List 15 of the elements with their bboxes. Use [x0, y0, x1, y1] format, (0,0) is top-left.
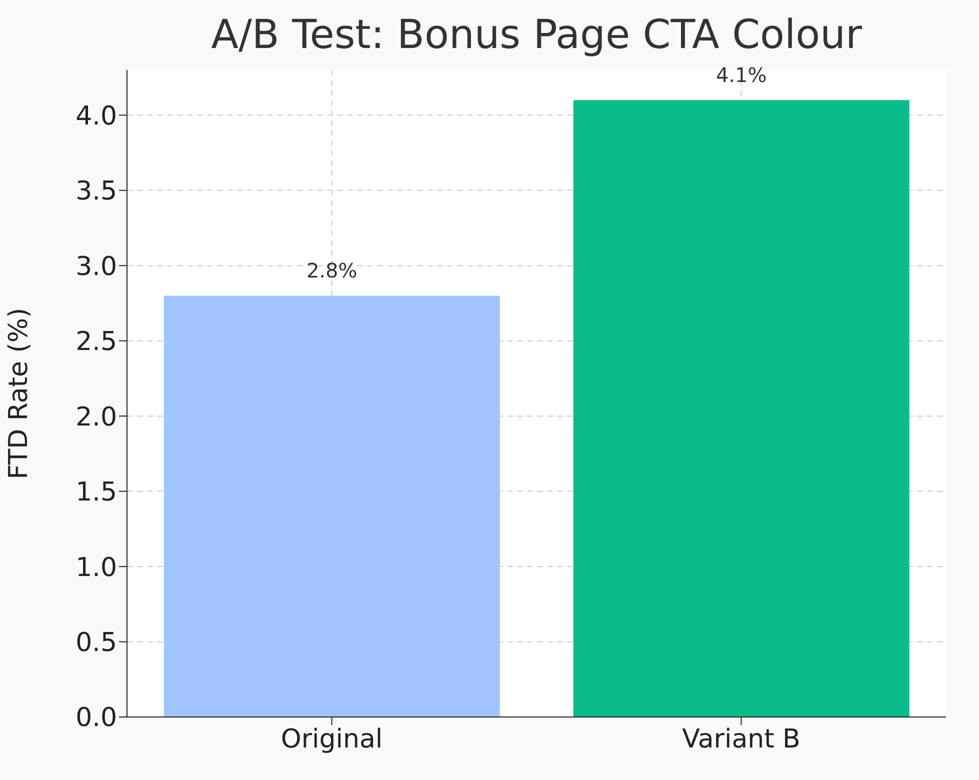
y-tick-label: 1.5 — [76, 478, 117, 508]
y-tick-label: 0.5 — [76, 628, 117, 658]
y-tick-label: 0.0 — [76, 703, 117, 734]
data-label: 2.8% — [306, 258, 358, 283]
y-tick-label: 2.0 — [76, 402, 117, 432]
y-tick-label: 2.5 — [76, 327, 117, 358]
y-tick-label: 3.5 — [76, 176, 117, 207]
x-tick-label: Original — [280, 724, 383, 754]
chart-title: A/B Test: Bonus Page CTA Colour — [210, 12, 863, 58]
y-axis-title: FTD Rate (%) — [4, 308, 34, 480]
x-tick-label: Variant B — [682, 724, 800, 754]
y-tick-label: 4.0 — [76, 101, 117, 132]
data-label: 4.1% — [716, 63, 767, 88]
y-tick-label: 3.0 — [76, 252, 117, 282]
y-tick-label: 1.0 — [76, 552, 117, 583]
